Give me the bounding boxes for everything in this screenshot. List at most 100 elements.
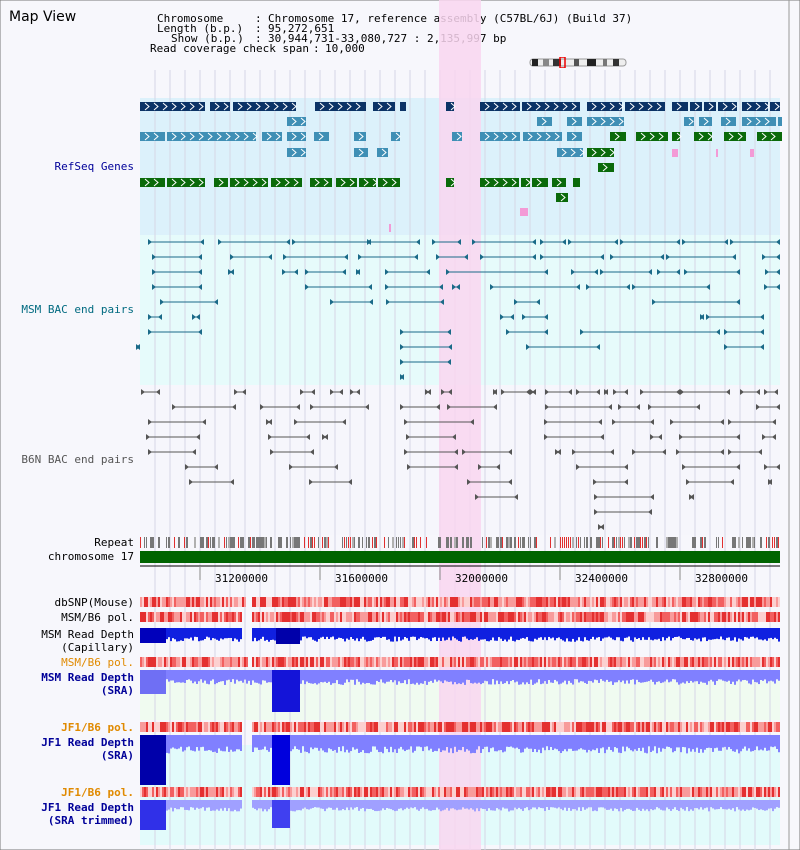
pol-cell [446, 657, 448, 667]
msm-b6-pol-sra-label[interactable]: MSM/B6 pol. [61, 656, 134, 669]
depth-bar [324, 628, 326, 640]
repeat-element [202, 537, 204, 548]
pol-cell [252, 612, 254, 622]
repeat-label[interactable]: Repeat [94, 536, 134, 549]
pol-cell [698, 612, 700, 622]
depth-bar [296, 670, 298, 712]
pol-cell [592, 722, 594, 732]
pol-cell [432, 597, 434, 607]
repeat-element [248, 537, 250, 548]
depth-bar [354, 735, 356, 750]
pol-cell [200, 787, 202, 797]
pol-cell [666, 657, 668, 667]
depth-bar [538, 735, 540, 750]
depth-bar [338, 670, 340, 685]
pol-cell [474, 787, 476, 797]
depth-bar [512, 628, 514, 641]
pol-cell [328, 657, 330, 667]
depth-bar [510, 670, 512, 682]
jf1-b6-pol-trim-strip [140, 787, 780, 797]
depth-bar [418, 670, 420, 685]
pol-cell [398, 722, 400, 732]
depth-bar [474, 735, 476, 754]
pol-cell [194, 722, 196, 732]
gene-feature [354, 148, 368, 157]
b6n-bac-label[interactable]: B6N BAC end pairs [21, 453, 134, 466]
pol-cell [704, 612, 706, 622]
gene-arrow [629, 102, 635, 111]
depth-bar [594, 800, 596, 811]
msm-read-depth-capillary-label[interactable]: MSM Read Depth (Capillary) [41, 628, 134, 654]
depth-bar [468, 800, 470, 810]
gene-arrow [602, 163, 608, 172]
refseq-genes-label[interactable]: RefSeq Genes [54, 160, 134, 173]
repeat-element [350, 537, 351, 548]
msm-b6-pol-label[interactable]: MSM/B6 pol. [61, 611, 134, 624]
pol-cell [346, 612, 348, 622]
dbsnp-label[interactable]: dbSNP(Mouse) [54, 596, 134, 609]
msm-bac-label[interactable]: MSM BAC end pairs [21, 303, 134, 316]
gene-arrow [640, 132, 646, 141]
pol-cell [186, 657, 188, 667]
pol-cell [258, 787, 260, 797]
pol-cell [690, 657, 692, 667]
depth-bar [336, 670, 338, 681]
chromosome-ideogram[interactable] [529, 53, 627, 69]
bac-end [730, 239, 734, 245]
pol-cell [566, 597, 568, 607]
bac-end [436, 404, 440, 410]
depth-bar [592, 670, 594, 683]
repeat-element [614, 537, 615, 548]
bac-end [198, 284, 202, 290]
depth-bar [208, 735, 210, 751]
pol-cell [602, 597, 604, 607]
depth-bar [624, 670, 626, 684]
depth-bar [696, 735, 698, 748]
depth-bar [746, 735, 748, 751]
jf1-read-depth-trimmed-label[interactable]: JF1 Read Depth (SRA trimmed) [41, 801, 134, 827]
pol-cell [634, 597, 636, 607]
pol-cell [746, 722, 748, 732]
depth-bar [492, 800, 494, 811]
repeat-element [456, 537, 458, 548]
bac-end [613, 389, 617, 395]
depth-bar [488, 670, 490, 685]
pol-cell [626, 787, 628, 797]
depth-bar [586, 735, 588, 753]
depth-bar [486, 800, 488, 811]
jf1-read-depth-sra-label[interactable]: JF1 Read Depth (SRA) [41, 736, 134, 762]
pol-cell [736, 657, 738, 667]
depth-bar [712, 735, 714, 752]
pol-cell [598, 657, 600, 667]
pol-cell [536, 657, 538, 667]
depth-bar [162, 735, 164, 785]
depth-bar [140, 800, 142, 830]
jf1-b6-pol-label[interactable]: JF1/B6 pol. [61, 721, 134, 734]
jf1-b6-pol-trimmed-label[interactable]: JF1/B6 pol. [61, 786, 134, 799]
pol-cell [534, 612, 536, 622]
repeat-element [346, 537, 347, 548]
pol-cell [228, 787, 230, 797]
depth-bar [750, 735, 752, 752]
depth-bar [498, 735, 500, 751]
gene-arrow [319, 102, 325, 111]
pol-cell [646, 787, 648, 797]
depth-bar [304, 628, 306, 637]
pol-cell [384, 787, 386, 797]
depth-bar [734, 735, 736, 752]
depth-bar [564, 800, 566, 808]
depth-bar [210, 800, 212, 811]
depth-bar [696, 670, 698, 682]
msm-read-depth-sra-label[interactable]: MSM Read Depth (SRA) [41, 671, 134, 697]
pol-cell [370, 597, 372, 607]
pol-cell [458, 597, 460, 607]
depth-bar [652, 800, 654, 811]
depth-bar [414, 628, 416, 637]
pol-cell [270, 722, 272, 732]
depth-bar [630, 628, 632, 641]
pol-cell [700, 722, 702, 732]
repeat-element [590, 537, 592, 548]
pol-cell [190, 657, 192, 667]
pol-cell [598, 612, 600, 622]
